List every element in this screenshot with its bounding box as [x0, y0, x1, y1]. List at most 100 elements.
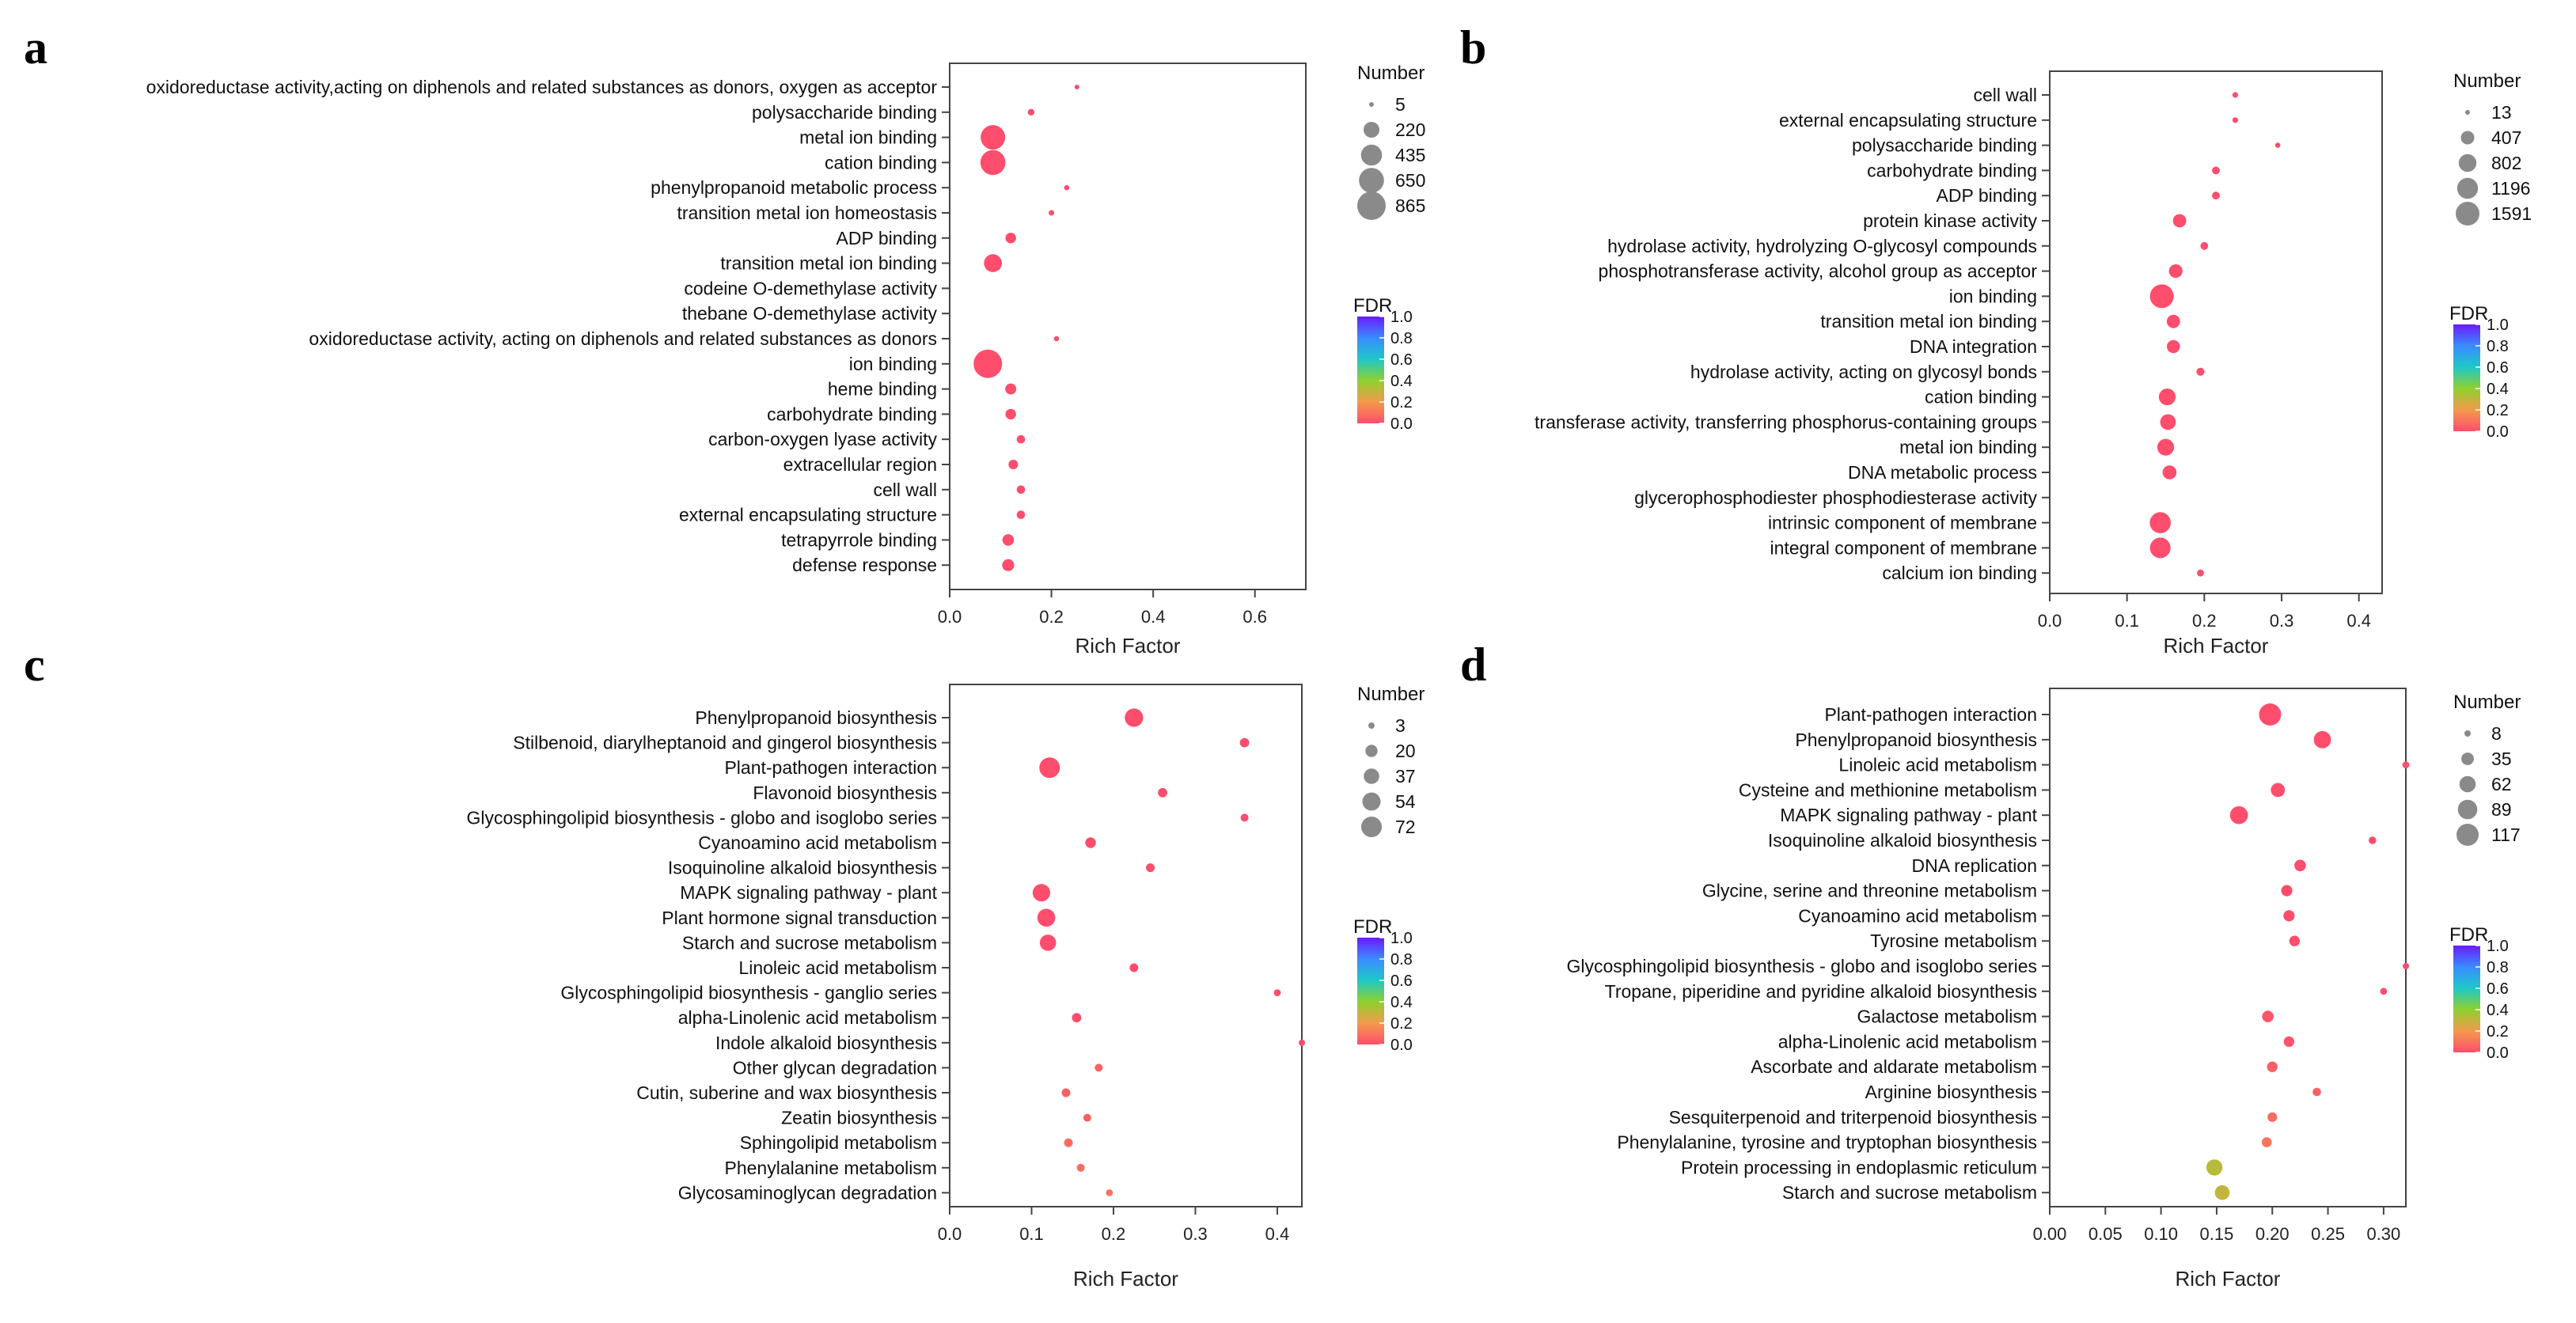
y-tick-label: integral component of membrane: [1770, 537, 2037, 558]
data-point: [1037, 908, 1056, 927]
y-tick-label: protein kinase activity: [1863, 210, 2037, 231]
fdr-tick-label: 0.6: [2487, 980, 2509, 998]
size-legend-marker: [2456, 202, 2479, 226]
x-tick-label: 0.4: [1265, 1224, 1290, 1244]
data-point: [1299, 1039, 1305, 1046]
y-tick-label: Flavonoid biosynthesis: [753, 783, 937, 803]
data-point: [1016, 434, 1026, 444]
data-point: [2283, 1036, 2295, 1048]
data-point: [1085, 837, 1096, 848]
fdr-tick-label: 0.8: [1390, 330, 1413, 347]
data-point: [2402, 761, 2410, 768]
fdr-legend-title: FDR: [2449, 303, 2488, 324]
fdr-colorbar: [1357, 938, 1384, 1044]
data-point: [1125, 708, 1144, 727]
x-tick-label: 0.2: [2192, 611, 2217, 631]
size-legend-marker: [1357, 191, 1386, 220]
x-tick-label: 0.4: [2346, 611, 2371, 631]
panel-letter: c: [24, 639, 45, 691]
y-tick-label: Tropane, piperidine and pyridine alkaloi…: [1605, 981, 2037, 1002]
y-tick-label: Phenylpropanoid biosynthesis: [1795, 730, 2037, 750]
data-point: [1074, 85, 1079, 89]
size-legend-marker: [2459, 775, 2476, 793]
y-tick-label: polysaccharide binding: [752, 102, 937, 123]
y-tick-label: cation binding: [1925, 387, 2037, 408]
y-tick-label: ADP binding: [1937, 185, 2037, 206]
y-tick-label: Glycosphingolipid biosynthesis - globo a…: [1566, 956, 2037, 976]
y-tick-label: Starch and sucrose metabolism: [682, 932, 937, 953]
data-point: [2166, 339, 2180, 354]
y-tick-label: Sesquiterpenoid and triterpenoid biosynt…: [1669, 1107, 2037, 1128]
data-point: [1061, 1088, 1071, 1097]
panel-letter: b: [1460, 21, 1486, 74]
y-tick-label: alpha-Linolenic acid metabolism: [1778, 1031, 2037, 1052]
y-tick-label: Stilbenoid, diarylheptanoid and gingerol…: [513, 733, 937, 753]
data-point: [1076, 1163, 1085, 1172]
data-point: [2289, 935, 2301, 946]
x-axis-label: Rich Factor: [2164, 634, 2269, 658]
data-point: [2369, 836, 2377, 844]
data-point: [1064, 184, 1070, 191]
data-point: [2267, 1112, 2278, 1122]
y-tick-label: Galactose metabolism: [1857, 1006, 2037, 1027]
size-legend-marker: [1369, 102, 1374, 107]
fdr-colorbar: [2453, 946, 2480, 1052]
fdr-tick-label: 0.6: [1390, 351, 1413, 369]
y-tick-label: codeine O-demethylase activity: [684, 278, 937, 298]
y-tick-label: thebane O-demethylase activity: [682, 303, 938, 324]
data-point: [2157, 438, 2175, 456]
data-point: [1053, 335, 1060, 342]
x-tick-label: 0.3: [1183, 1224, 1208, 1244]
data-point: [2162, 465, 2177, 480]
data-point: [980, 150, 1006, 176]
data-point: [2267, 1061, 2278, 1072]
fdr-tick-label: 1.0: [1390, 930, 1413, 947]
x-tick-label: 0.2: [1039, 607, 1064, 627]
data-point: [2206, 1159, 2223, 1176]
data-point: [2232, 92, 2239, 98]
data-point: [1095, 1063, 1103, 1072]
plot-frame: [949, 63, 1307, 590]
data-point: [2271, 783, 2286, 798]
size-legend-label: 220: [1395, 119, 1425, 140]
y-tick-label: DNA metabolic process: [1848, 462, 2037, 483]
x-tick-label: 0.20: [2255, 1224, 2290, 1244]
fdr-tick-label: 1.0: [2487, 317, 2509, 334]
panel-b: b 0.0 0.1 0.2 0.3 0.4 Rich Factor cell wall exte…: [1460, 21, 2532, 658]
data-point: [2166, 314, 2180, 328]
fdr-colorbar: [1357, 317, 1384, 423]
data-point: [1027, 108, 1035, 116]
size-legend-title: Number: [1357, 684, 1425, 705]
fdr-tick-label: 1.0: [2487, 938, 2509, 955]
size-legend-marker: [2456, 177, 2479, 199]
fdr-tick-label: 0.6: [2487, 359, 2509, 377]
data-point: [1049, 210, 1055, 216]
y-tick-label: ion binding: [1949, 286, 2037, 306]
y-tick-label: heme binding: [828, 379, 937, 400]
size-legend-label: 54: [1395, 791, 1416, 812]
size-legend-label: 3: [1395, 715, 1406, 736]
y-tick-label: Tyrosine metabolism: [1870, 931, 2037, 951]
data-point: [1273, 989, 1281, 996]
size-legend-marker: [1361, 817, 1382, 837]
data-point: [1106, 1189, 1113, 1196]
y-tick-label: Glycine, serine and threonine metabolism: [1702, 881, 2037, 901]
y-tick-label: Glycosaminoglycan degradation: [678, 1182, 937, 1203]
data-point: [2274, 142, 2281, 148]
x-axis-label: Rich Factor: [1073, 1267, 1178, 1291]
y-tick-label: Arginine biosynthesis: [1865, 1082, 2037, 1102]
data-point: [1032, 884, 1051, 902]
data-point: [2313, 730, 2331, 749]
data-point: [2212, 166, 2220, 175]
y-tick-label: hydrolase activity, hydrolyzing O-glycos…: [1607, 236, 2037, 256]
size-legend-label: 13: [2491, 102, 2512, 123]
data-point: [1008, 460, 1019, 469]
y-tick-label: cell wall: [873, 480, 937, 500]
y-tick-label: Isoquinoline alkaloid biosynthesis: [1768, 830, 2037, 851]
panel-letter: a: [24, 21, 47, 74]
size-legend-marker: [1365, 745, 1378, 757]
data-point: [1039, 757, 1060, 779]
y-tick-label: Starch and sucrose metabolism: [1782, 1182, 2037, 1203]
data-point: [2380, 988, 2388, 995]
size-legend-marker: [1362, 792, 1381, 811]
